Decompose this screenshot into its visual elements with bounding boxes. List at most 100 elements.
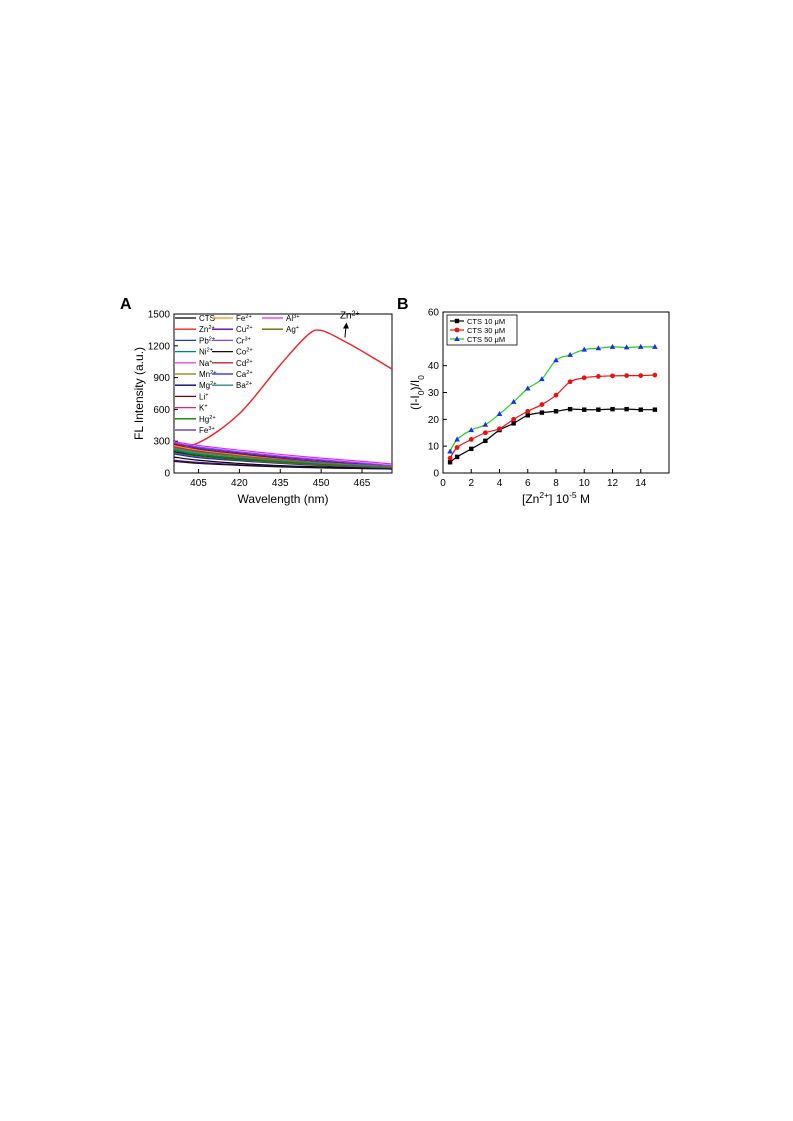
point-b-1-0	[447, 455, 453, 461]
point-b-0-8	[553, 409, 559, 414]
series-line-a-14	[173, 460, 393, 470]
legend-label-a-2-0: Al3+	[286, 314, 300, 323]
point-b-2-10	[581, 346, 588, 352]
legend-label-b-0: CTS 10 μM	[467, 317, 505, 326]
point-b-1-8	[553, 392, 559, 398]
series-line-a-17	[173, 447, 393, 468]
x-tick-label-a-3: 450	[313, 478, 330, 489]
point-b-1-13	[624, 373, 630, 378]
legend-label-a-1-1: Cu2+	[236, 325, 253, 334]
series-group-a	[173, 329, 393, 470]
point-b-1-6	[525, 408, 531, 414]
legend-label-a-0-6: Mg2+	[199, 381, 217, 390]
point-b-0-2	[469, 446, 474, 452]
series-line-a-18	[173, 441, 393, 465]
y-tick-label-b-2: 20	[428, 415, 440, 426]
x-tick-label-b-4: 8	[553, 478, 559, 489]
point-b-2-11	[595, 345, 602, 351]
point-b-2-0	[447, 448, 453, 454]
point-b-2-3	[482, 421, 489, 427]
legend-marker-b-0	[454, 318, 460, 324]
point-b-2-7	[539, 376, 545, 382]
x-tick-label-b-3: 6	[525, 478, 531, 489]
x-axis-label-a: Wavelength (nm)	[238, 492, 329, 506]
series-line-a-13	[173, 442, 393, 467]
y-tick-label-a-2: 600	[153, 405, 170, 416]
point-b-1-15	[652, 372, 658, 378]
point-b-2-1	[454, 436, 460, 442]
panel-b-letter: B	[397, 296, 409, 313]
point-b-0-14	[638, 407, 643, 412]
x-axis-label-b: [Zn2+] 10-5 M	[522, 490, 590, 506]
point-b-2-6	[524, 385, 531, 391]
point-b-0-11	[596, 407, 601, 412]
point-b-2-12	[609, 343, 616, 349]
y-tick-label-b-5: 60	[428, 308, 440, 319]
legend-label-a-1-6: Ba2+	[236, 381, 252, 390]
series-group-b-2	[447, 343, 658, 454]
x-tick-label-b-7: 14	[635, 478, 647, 489]
legend-label-a-0-1: Zn2+	[199, 325, 215, 334]
point-b-1-3	[482, 430, 488, 436]
legend-label-a-0-0: CTS	[199, 314, 215, 323]
x-tick-label-b-5: 10	[579, 478, 591, 489]
point-b-2-8	[553, 357, 559, 363]
legend-label-a-0-4: Na+	[199, 359, 213, 368]
legend-label-a-2-1: Ag+	[286, 325, 299, 334]
point-b-1-5	[511, 416, 517, 422]
legend-label-a-0-2: Pb2+	[199, 336, 215, 345]
y-axis-label-b: (I-I0)/I0	[408, 375, 426, 410]
legend-marker-b-1	[454, 327, 460, 333]
legend-label-b-2: CTS 50 μM	[467, 335, 505, 344]
legend-label-a-1-4: Cd2+	[236, 359, 253, 368]
point-b-1-4	[497, 426, 502, 432]
plot-frame-a	[173, 313, 393, 474]
x-tick-label-b-6: 12	[607, 478, 619, 489]
annotation-arrowhead-a	[342, 322, 349, 329]
point-b-0-0	[447, 460, 453, 465]
point-b-2-2	[468, 427, 475, 433]
point-b-2-13	[623, 344, 630, 350]
point-b-0-10	[582, 407, 587, 412]
point-b-1-7	[539, 402, 545, 407]
point-b-0-9	[567, 406, 573, 412]
y-tick-label-a-3: 900	[153, 373, 170, 384]
x-tick-label-b-2: 4	[497, 478, 503, 489]
point-b-0-1	[454, 454, 460, 460]
legend-label-a-0-5: Mn2+	[199, 370, 217, 379]
y-tick-label-b-1: 10	[428, 442, 440, 453]
y-tick-label-a-1: 300	[153, 437, 170, 448]
legend-label-a-1-0: Fe2+	[236, 314, 252, 323]
point-b-0-12	[610, 406, 615, 412]
y-tick-label-a-4: 1200	[148, 341, 171, 352]
x-tick-label-a-2: 435	[272, 478, 289, 489]
point-b-2-9	[567, 351, 573, 357]
x-tick-label-b-1: 2	[468, 478, 474, 489]
legend-label-a-1-2: Cr3+	[236, 336, 251, 345]
panel-a-letter: A	[120, 296, 132, 313]
series-group-b-1	[447, 372, 658, 461]
point-b-0-7	[539, 410, 545, 415]
series-line-b-2	[449, 346, 655, 452]
point-b-1-14	[638, 373, 644, 378]
annotation-label-a: Zn2+	[340, 310, 360, 322]
point-b-0-5	[511, 421, 516, 426]
chart-b: 0 2 4 6 8 10 12 14 0 10 20 30 40 60 [Zn2+] 10-5 M (I-I0…	[408, 308, 670, 506]
y-tick-label-b-4: 40	[428, 361, 440, 372]
point-b-1-1	[454, 445, 460, 450]
panel-a: A 405 420 435 450 465 0 300 600 900 1200 1500 Wavel…	[0, 0, 400, 540]
point-b-1-9	[567, 379, 573, 385]
point-b-2-5	[510, 398, 517, 404]
point-b-1-11	[595, 374, 601, 379]
legend-label-a-0-9: Hg2+	[199, 415, 216, 424]
x-tick-label-a-1: 420	[231, 478, 248, 489]
point-b-0-15	[652, 407, 658, 412]
y-tick-label-a-5: 1500	[148, 310, 171, 321]
series-line-b-0	[449, 408, 655, 463]
legend-label-a-1-5: Ca2+	[236, 370, 253, 379]
x-tick-label-a-0: 405	[190, 478, 207, 489]
legend-label-a-0-10: Fe3+	[199, 426, 215, 435]
legend-label-a-0-8: K+	[199, 404, 208, 413]
point-b-1-10	[581, 375, 587, 381]
point-b-1-12	[610, 373, 615, 379]
